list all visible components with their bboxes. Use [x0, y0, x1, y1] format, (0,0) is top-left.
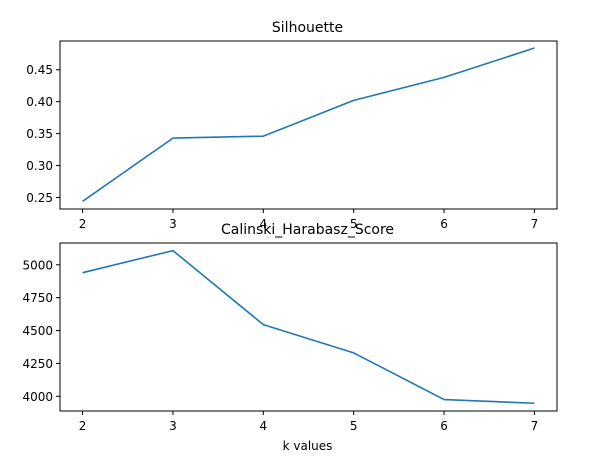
calinski-x-tick-label: 2: [79, 419, 87, 433]
calinski-y-tick-label: 4750: [22, 291, 53, 305]
silhouette-y-tick-label: 0.40: [26, 95, 53, 109]
calinski-plot-area: 2 3 4 5 6 7 4000 4250 4500 4750 5000: [22, 242, 558, 433]
calinski-y-tick-label: 4500: [22, 324, 53, 338]
calinski-series-line: [82, 249, 535, 405]
calinski-x-tick-label: 4: [259, 419, 267, 433]
silhouette-y-tick-label: 0.30: [26, 159, 53, 173]
silhouette-y-tick-label: 0.25: [26, 191, 53, 205]
silhouette-subplot: Silhouette 2 3 4 5 6 7 0.25 0.30 0.35 0.40 0.45: [26, 20, 558, 231]
calinski-y-tick-label: 4250: [22, 357, 53, 371]
silhouette-x-tick-label: 2: [79, 217, 87, 231]
calinski-x-tick-label: 7: [531, 419, 539, 433]
silhouette-plot-area: 2 3 4 5 6 7 0.25 0.30 0.35 0.40 0.45: [26, 40, 558, 231]
calinski-y-tick-label: 4000: [22, 390, 53, 404]
silhouette-series-line: [82, 47, 535, 202]
calinski-x-tick-label: 5: [350, 419, 358, 433]
calinski-axes-frame: [59, 242, 558, 412]
silhouette-x-tick-label: 5: [350, 217, 358, 231]
calinski-subplot: Calinski_Harabasz_Score 2 3 4 5 6 7 4000 4250 45…: [22, 222, 558, 453]
silhouette-y-tick-label: 0.35: [26, 127, 53, 141]
silhouette-y-tick-label: 0.45: [26, 63, 53, 77]
calinski-x-tick-label: 3: [169, 419, 177, 433]
calinski-x-axis-label: k values: [283, 439, 333, 453]
calinski-y-tick-label: 5000: [22, 258, 53, 272]
calinski-title: Calinski_Harabasz_Score: [221, 222, 394, 238]
silhouette-title: Silhouette: [272, 20, 343, 36]
silhouette-x-tick-label: 3: [169, 217, 177, 231]
silhouette-x-tick-label: 7: [531, 217, 539, 231]
silhouette-x-tick-label: 6: [440, 217, 448, 231]
calinski-x-tick-label: 6: [440, 419, 448, 433]
silhouette-x-tick-label: 4: [259, 217, 267, 231]
silhouette-axes-frame: [59, 40, 558, 210]
